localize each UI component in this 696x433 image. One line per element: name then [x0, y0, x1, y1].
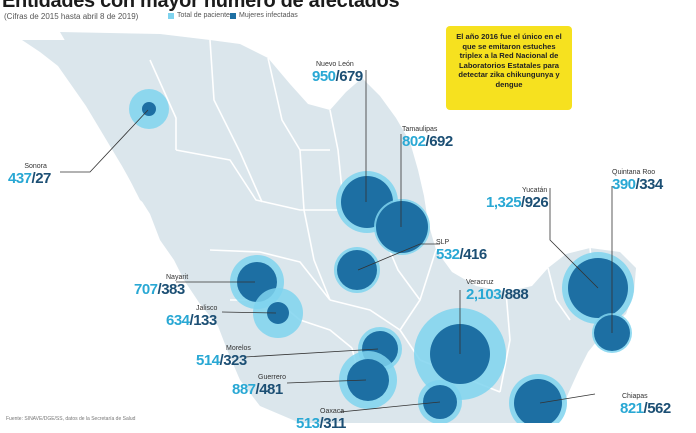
total-patients: 514 — [196, 352, 220, 369]
bubble-slp — [334, 247, 380, 293]
bubble-jalisco — [253, 288, 303, 338]
bubble-chiapas — [509, 374, 567, 423]
page-subtitle: (Cifras de 2015 hasta abril 8 de 2019) — [4, 12, 139, 21]
legend-women: Mujeres infectadas — [230, 12, 298, 19]
state-name: Jalisco — [196, 305, 218, 312]
legend-label-total: Total de pacientes — [177, 12, 234, 19]
state-name: Oaxaca — [320, 408, 345, 415]
total-patients: 532 — [436, 246, 460, 263]
infected-women: 416 — [463, 246, 487, 263]
state-name: Nuevo León — [316, 61, 354, 68]
leader-lines — [60, 70, 613, 413]
state-label-guerrero: Guerrero 887/481 — [232, 374, 287, 398]
total-patients: 821 — [620, 400, 644, 417]
state-label-nuevo-leon: Nuevo León 950/679 — [312, 61, 363, 85]
total-patients: 634 — [166, 312, 190, 329]
state-label-jalisco: Jalisco 634/133 — [166, 305, 218, 329]
infected-women: 562 — [647, 400, 671, 417]
infected-women: 481 — [259, 381, 283, 398]
infected-women: 323 — [223, 352, 247, 369]
legend-swatch-total — [168, 12, 174, 19]
state-name: SLP — [436, 239, 450, 246]
source-note: Fuente: SINAVE/DGE/SS, datos de la Secre… — [6, 416, 136, 422]
state-name: Nayarit — [166, 274, 189, 281]
total-patients: 887 — [232, 381, 256, 398]
total-patients: 2,103 — [466, 286, 502, 303]
state-bubbles — [129, 89, 634, 423]
infected-women: 334 — [639, 176, 663, 193]
bubble-sonora — [129, 89, 169, 129]
total-patients: 707 — [134, 281, 158, 298]
state-name: Tamaulipas — [402, 126, 438, 133]
total-patients: 390 — [612, 176, 636, 193]
state-name: Yucatán — [522, 187, 548, 194]
legend-label-women: Mujeres infectadas — [239, 12, 298, 19]
state-label-chiapas: Chiapas 821/562 — [620, 393, 671, 417]
infected-women: 679 — [339, 68, 363, 85]
state-name: Sonora — [24, 163, 47, 170]
total-patients: 1,325 — [486, 194, 522, 211]
infected-women: 926 — [524, 194, 549, 211]
state-name: Chiapas — [622, 393, 648, 400]
total-patients: 437 — [8, 170, 32, 187]
state-name: Morelos — [226, 345, 251, 352]
bubble-tamaulipas — [374, 199, 430, 255]
legend-swatch-women — [230, 12, 236, 19]
state-label-slp: SLP 532/416 — [436, 239, 487, 263]
info-note: El año 2016 fue el único en el que se em… — [446, 26, 572, 110]
bubble-oaxaca — [418, 380, 462, 423]
state-name: Guerrero — [258, 374, 287, 381]
infected-women: 692 — [429, 133, 453, 150]
state-label-oaxaca: Oaxaca 513/311 — [296, 408, 346, 432]
state-label-quintana-roo: Quintana Roo 390/334 — [612, 169, 663, 193]
state-name: Veracruz — [466, 279, 494, 286]
infected-women: 133 — [193, 312, 217, 329]
total-patients: 802 — [402, 133, 426, 150]
state-label-yucatan: Yucatán 1,325/926 — [486, 187, 549, 211]
infected-women: 27 — [35, 170, 51, 187]
state-label-nayarit: Nayarit 707/383 — [134, 274, 189, 298]
state-label-veracruz: Veracruz 2,103/888 — [466, 279, 529, 303]
total-patients: 950 — [312, 68, 336, 85]
infected-women: 311 — [323, 415, 346, 432]
legend-total: Total de pacientes — [168, 12, 233, 19]
infected-women: 383 — [161, 281, 185, 298]
infected-women: 888 — [504, 286, 529, 303]
total-patients: 513 — [296, 415, 320, 432]
page-title: Entidades con mayor número de afectados — [2, 0, 400, 12]
mexico-map — [22, 32, 636, 423]
state-label-morelos: Morelos 514/323 — [196, 345, 251, 369]
state-label-sonora: Sonora 437/27 — [8, 163, 51, 187]
bubble-guerrero — [339, 351, 397, 409]
state-name: Quintana Roo — [612, 169, 656, 176]
state-label-tamaulipas: Tamaulipas 802/692 — [402, 126, 453, 150]
